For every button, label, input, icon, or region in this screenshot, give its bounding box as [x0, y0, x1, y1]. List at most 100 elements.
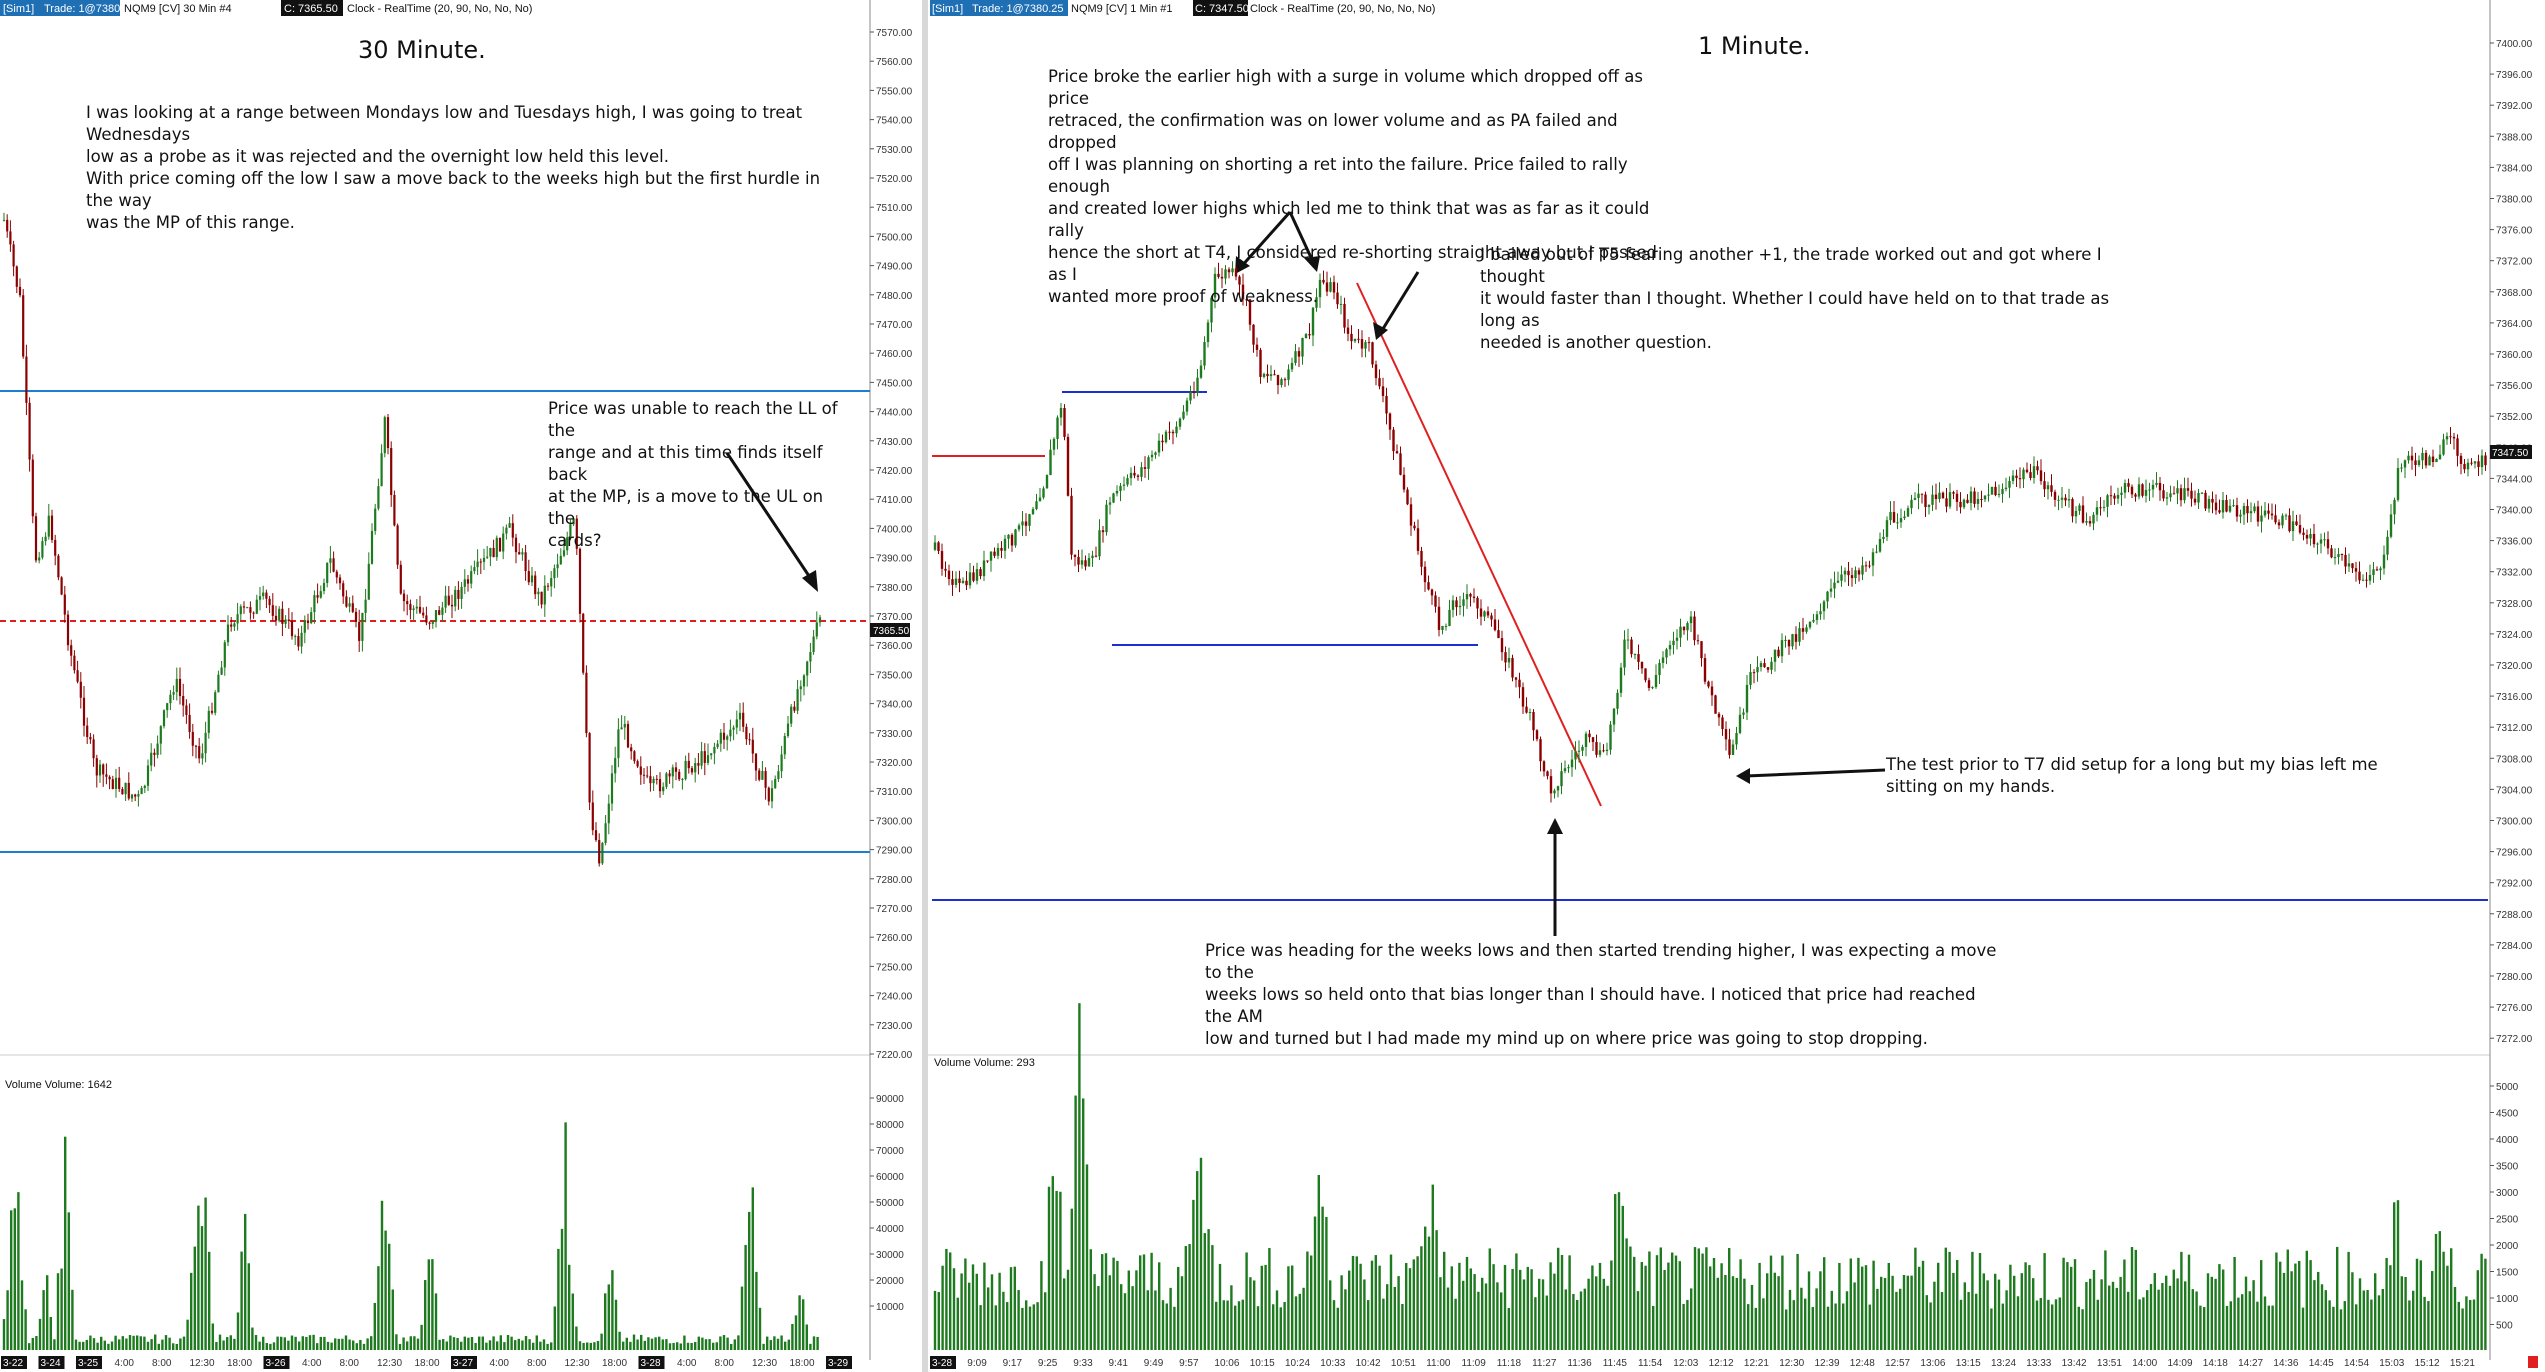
volume-bar — [683, 1335, 686, 1350]
volume-bar — [614, 1299, 618, 1350]
candle-body — [1927, 504, 1931, 508]
volume-bar — [388, 1243, 391, 1350]
candle-body — [684, 760, 687, 780]
candle-body — [1556, 786, 1560, 791]
candle-body — [358, 621, 361, 641]
candle-body — [694, 763, 697, 773]
price-tick-label: 7360.00 — [876, 641, 913, 652]
candle-body — [329, 558, 332, 563]
volume-bar — [503, 1342, 506, 1350]
volume-bar — [733, 1339, 736, 1350]
volume-bar — [463, 1336, 466, 1350]
candle-body — [2375, 569, 2379, 571]
volume-bar — [2282, 1272, 2286, 1350]
candle-body — [972, 572, 975, 581]
volume-bar — [661, 1339, 664, 1350]
candle-body — [1325, 282, 1329, 292]
volume-bar — [1443, 1251, 1446, 1350]
candle-body — [1605, 749, 1609, 752]
candle-body — [38, 557, 41, 561]
header-account: [Sim1] — [3, 3, 34, 15]
volume-bar — [2176, 1278, 2179, 1350]
candle-body — [1962, 499, 1966, 508]
volume-bar — [1899, 1288, 1902, 1350]
right-chart-panel[interactable]: [Sim1] Trade: 1@7380.25 NQM9 [CV] 1 Min … — [928, 0, 2538, 1369]
left-chart-panel[interactable]: [Sim1] Trade: 1@7380.25 NQM9 [CV] 30 Min… — [0, 0, 924, 1372]
volume-bar — [679, 1343, 682, 1350]
candle-body — [396, 525, 399, 565]
volume-bar — [1929, 1302, 1932, 1350]
candle-body — [1983, 495, 1987, 500]
volume-bar — [1617, 1192, 1621, 1350]
candle-body — [671, 767, 674, 777]
volume-bar — [258, 1341, 261, 1350]
volume-bar — [816, 1336, 819, 1350]
volume-bar — [341, 1338, 344, 1350]
candle-body — [2358, 571, 2361, 581]
volume-bar — [794, 1315, 798, 1350]
volume-bar — [229, 1335, 232, 1350]
price-tick-label: 7480.00 — [876, 291, 913, 302]
candle-body — [1042, 488, 1045, 498]
left-time-axis: 3-22 3-24 3-25 4:00 8:00 12:30 18:00 3-26 4:00 8:… — [1, 1356, 852, 1369]
candle-body — [1749, 672, 1752, 685]
volume-bar — [2035, 1300, 2039, 1350]
volume-bar — [1807, 1271, 1811, 1350]
candle-body — [1175, 426, 1178, 434]
candle-body — [2473, 461, 2477, 464]
panel-divider[interactable] — [922, 0, 928, 1372]
volume-bar — [265, 1342, 268, 1350]
candle-body — [1973, 491, 1976, 504]
candle-body — [1707, 681, 1710, 687]
trend-line[interactable] — [1356, 282, 1602, 807]
candle-body — [1581, 746, 1584, 751]
candle-body — [662, 786, 665, 792]
candle-body — [1630, 639, 1633, 655]
volume-bar — [1777, 1276, 1780, 1350]
time-tick-label: 11:54 — [1638, 1358, 1663, 1369]
candle-body — [380, 453, 383, 487]
volume-bar — [952, 1268, 956, 1350]
volume-bar — [157, 1343, 160, 1350]
candle-body — [1294, 351, 1297, 363]
volume-bar — [226, 1337, 229, 1350]
candle-body — [700, 751, 703, 766]
candle-body — [1861, 565, 1864, 575]
candle-body — [732, 727, 735, 730]
volume-bar — [949, 1252, 952, 1350]
candle-body — [543, 585, 546, 605]
candle-body — [1591, 737, 1595, 743]
candle-body — [1623, 639, 1626, 668]
volume-bar — [2089, 1278, 2092, 1350]
volume-bar — [1222, 1300, 1225, 1350]
candle-body — [566, 537, 569, 551]
volume-bar — [990, 1274, 994, 1350]
candle-body — [1472, 596, 1476, 598]
time-tick-label: 14:27 — [2238, 1358, 2263, 1369]
volume-bar — [1374, 1255, 1377, 1350]
volume-bar — [474, 1342, 477, 1350]
volume-bar — [2408, 1300, 2411, 1350]
candle-body — [1161, 440, 1164, 443]
volume-bar — [2070, 1266, 2073, 1350]
volume-bar — [1104, 1253, 1108, 1350]
volume-bar — [391, 1289, 394, 1350]
candle-body — [1990, 486, 1994, 495]
candle-body — [1518, 679, 1521, 688]
volume-bar — [1731, 1276, 1735, 1350]
header-account: [Sim1] — [932, 3, 963, 15]
volume-bar — [287, 1340, 290, 1350]
volume-bar — [586, 1342, 589, 1350]
volume-bar — [632, 1334, 636, 1350]
candle-body — [2144, 489, 2148, 496]
candle-body — [2295, 521, 2298, 526]
candle-body — [118, 777, 121, 790]
candle-body — [815, 622, 818, 637]
volume-bar — [2260, 1260, 2263, 1350]
left-note-top: I was looking at a range between Mondays… — [86, 103, 821, 232]
volume-bar — [1693, 1247, 1697, 1350]
volume-bar — [236, 1312, 240, 1350]
volume-bar — [2256, 1301, 2259, 1350]
candle-body — [2246, 505, 2249, 514]
time-tick-label: 12:57 — [1885, 1358, 1910, 1369]
